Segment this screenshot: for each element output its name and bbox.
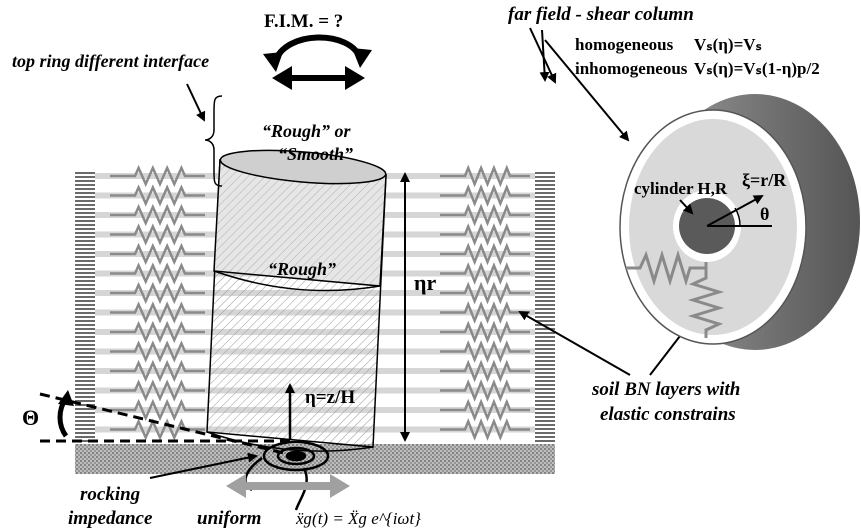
pile-bottom [206,431,374,452]
inhomogeneous-label: inhomogeneous [575,59,688,78]
soil-spring [110,379,205,402]
ring-text-line-2: “Smooth” [278,144,353,164]
fim-rotation-arrow [272,34,363,64]
soil-spring [440,340,530,363]
far-field-arrow-3 [544,39,630,142]
soil-arrow-1 [518,311,631,376]
theta-arc [734,207,741,227]
soil-springs [110,164,530,441]
soil-spring [440,223,530,246]
soil-spring [110,301,205,324]
top-ring-pointer [186,83,206,122]
soil-spring [440,320,530,344]
soil-spring [110,223,205,246]
soil-spring [440,164,530,188]
inhomogeneous-formula: Vₛ(η)=Vₛ(1-η)p/2 [694,59,820,78]
radial-spring-horizontal [626,249,706,287]
soil-spring [110,359,205,383]
top-ring-brace [204,95,223,187]
left-far-field-column [75,172,95,444]
soil-spring [110,320,205,344]
ground-base [75,444,555,474]
ring-text-line-1: “Rough” or [262,121,352,141]
soil-spring [110,398,205,422]
soil-spring [440,281,530,305]
soil-spring [110,340,205,363]
eta-r-label: ηr [414,270,436,295]
soil-label-line-2: elastic constrains [600,404,736,425]
soil-spring [110,281,205,305]
soil-spring [110,203,205,227]
soil-spring [110,262,205,285]
soil-spring [440,203,530,227]
excitation-formula: ẍɡ(t) = Ẍɡ e^{iωt} [295,509,421,528]
far-field-label: far field - shear column [508,4,694,25]
rocking-label-line-1: rocking [80,484,140,505]
soil-spring [110,418,205,441]
soil-label-line-1: soil BN layers with [591,379,740,400]
soil-spring [440,262,530,285]
right-far-field-column [535,172,555,444]
pile-body-label: “Rough” [268,259,336,279]
rocking-angle-indicator [39,390,297,458]
eta-z-label: η=z/H [305,387,355,408]
xi-radius-arrow [706,195,764,227]
soil-spring [110,164,205,188]
cross-section [619,94,860,350]
theta-big-label: Θ [22,405,39,430]
soil-spring [440,242,530,266]
rocking-label-line-2: impedance [68,508,153,529]
xi-label: ξ=r/R [742,170,787,191]
theta-small-label: θ [760,204,769,224]
uniform-motion-arrow [226,474,350,498]
pile-cylinder [206,149,387,452]
soil-spring [440,418,530,441]
soil-spring [440,398,530,422]
soil-spring [110,242,205,266]
soil-spring [440,379,530,402]
soil-spring [110,184,205,207]
fim-label: F.I.M. = ? [264,11,343,32]
cylinder-pointer [679,199,694,215]
homogeneous-formula: Vₛ(η)=Vₛ [694,35,762,54]
radial-spring-vertical [687,262,725,338]
uniform-label: uniform [197,508,261,529]
top-ring-label: top ring different interface [12,51,209,71]
far-field-arrow-2 [529,27,557,84]
fim-arrows [263,34,372,90]
soil-spring [440,359,530,383]
cylinder-label: cylinder H,R [634,179,728,198]
rocking-impedance-arrow [149,452,258,479]
pile-top-cap [219,149,387,185]
soil-spring [440,184,530,207]
ring-divider [213,270,381,292]
soil-spring [440,301,530,324]
homogeneous-label: homogeneous [575,35,674,54]
